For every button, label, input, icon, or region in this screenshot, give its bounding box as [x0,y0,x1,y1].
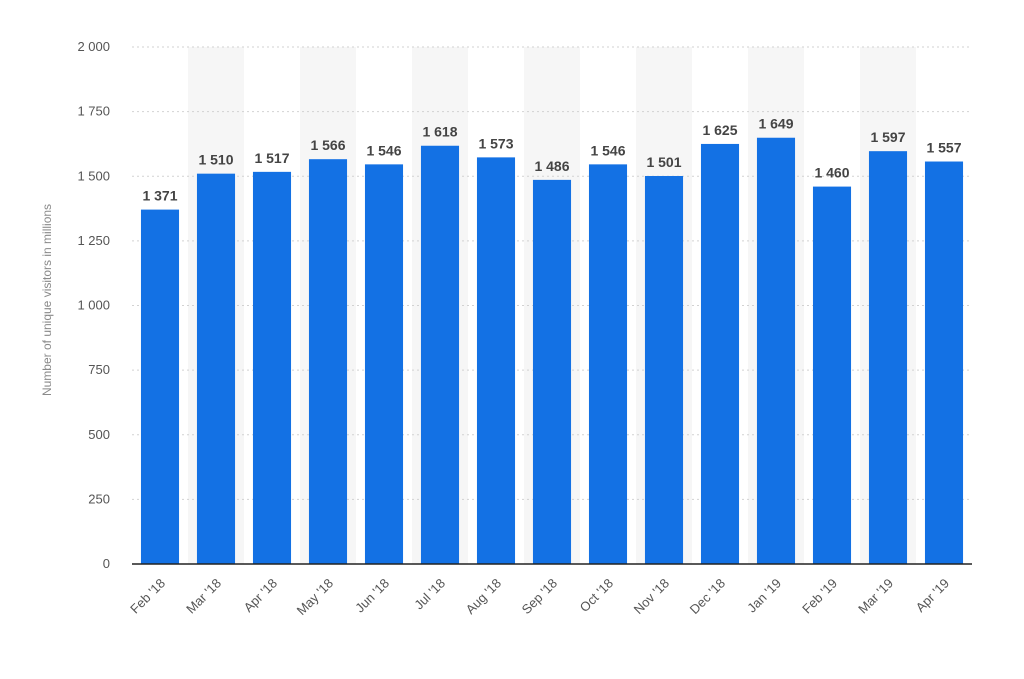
x-tick-label: Mar '19 [855,576,896,617]
bar [308,159,348,564]
data-label: 1 546 [366,142,401,158]
x-tick-label: May '18 [294,576,337,619]
x-tick-label: Jun '18 [352,576,392,616]
data-label: 1 625 [702,122,737,138]
y-tick-label: 2 000 [77,39,110,54]
y-axis-ticks: 0 250 500 750 1 000 1 250 1 500 1 750 2 000 [77,39,110,571]
data-label: 1 501 [646,154,681,170]
bar [924,161,964,564]
data-label: 1 517 [254,150,289,166]
data-label: 1 486 [534,158,569,174]
data-label: 1 371 [142,188,177,204]
data-label: 1 546 [590,142,625,158]
bar [476,157,516,564]
bar [700,143,740,564]
bar [644,175,684,564]
x-tick-label: Apr '19 [913,576,952,615]
data-label: 1 597 [870,129,905,145]
y-tick-label: 250 [88,491,110,506]
bar [140,209,180,564]
x-tick-label: Feb '18 [127,576,168,617]
x-tick-label: Mar '18 [183,576,224,617]
data-label: 1 573 [478,135,513,151]
y-tick-label: 1 750 [77,104,110,119]
y-tick-label: 500 [88,427,110,442]
bar [756,137,796,564]
data-label: 1 510 [198,152,233,168]
bar [588,164,628,564]
data-labels: 1 371 1 510 1 517 1 566 1 546 1 618 1 573 1 486… [142,116,961,204]
data-label: 1 649 [758,116,793,132]
y-tick-label: 750 [88,362,110,377]
x-tick-label: Apr '18 [241,576,280,615]
bar [868,151,908,564]
data-label: 1 618 [422,124,457,140]
x-tick-label: Oct '18 [577,576,616,615]
y-tick-label: 0 [103,556,110,571]
bar [532,179,572,564]
data-label: 1 460 [814,165,849,181]
x-tick-label: Aug '18 [463,576,504,617]
data-label: 1 557 [926,140,961,156]
x-tick-label: Jul '18 [411,576,448,613]
y-tick-label: 1 250 [77,233,110,248]
x-tick-label: Nov '18 [631,576,672,617]
y-tick-label: 1 000 [77,298,110,313]
x-tick-label: Sep '18 [519,576,560,617]
bars [140,137,964,565]
bar [812,186,852,564]
y-tick-label: 1 500 [77,168,110,183]
bar [420,145,460,564]
bar [196,173,236,565]
bar [252,171,292,564]
x-tick-label: Feb '19 [799,576,840,617]
x-axis-ticks: Feb '18 Mar '18 Apr '18 May '18 Jun '18 Jul '… [127,576,952,619]
data-label: 1 566 [310,137,345,153]
x-tick-label: Jan '19 [744,576,784,616]
y-axis-title: Number of unique visitors in millions [40,204,54,396]
bar [364,164,404,564]
x-tick-label: Dec '18 [687,576,728,617]
